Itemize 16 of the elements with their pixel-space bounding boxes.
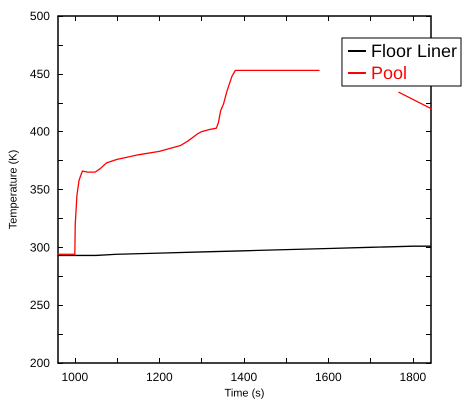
y-tick-label: 350 — [30, 182, 50, 196]
y-tick-label: 500 — [30, 9, 50, 23]
y-tick-label: 200 — [30, 356, 50, 370]
y-tick-label: 300 — [30, 240, 50, 254]
y-tick-label: 400 — [30, 124, 50, 139]
x-tick-label: 1000 — [61, 370, 88, 384]
legend-label: Floor Liner — [370, 41, 458, 61]
x-tick-label: 1400 — [230, 370, 258, 384]
x-tick-label: 1200 — [146, 370, 173, 384]
x-tick-label: 1800 — [399, 370, 426, 384]
y-axis-title: Temperature (K) — [8, 150, 20, 230]
y-tick-label: 250 — [30, 298, 50, 312]
y-tick-label: 450 — [30, 66, 50, 81]
x-tick-label: 1600 — [314, 370, 342, 384]
legend-label: Pool — [370, 63, 407, 83]
x-axis-title: Time (s) — [224, 387, 264, 400]
